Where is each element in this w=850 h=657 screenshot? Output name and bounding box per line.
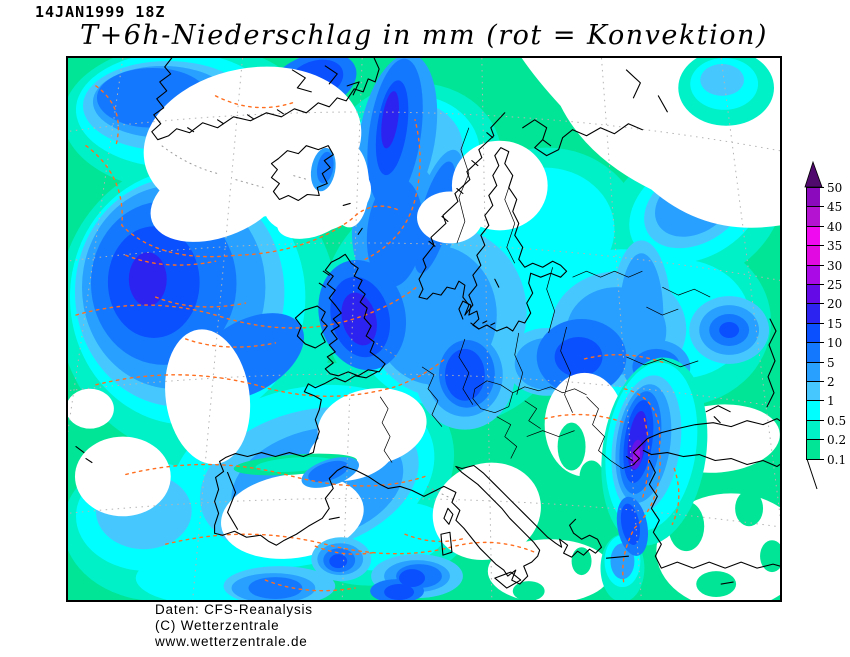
legend-tick [806,342,824,343]
legend-tick-label: 40 [827,219,843,234]
legend-color-segment [806,303,820,324]
legend-tick [806,206,824,207]
legend-tick-label: 0.1 [827,452,847,467]
legend-tick-label: 1 [827,394,835,409]
ice-edge-dashes [161,145,458,502]
legend-tail [806,458,818,489]
legend-tick-label: 45 [827,200,843,215]
legend-color-segment [806,264,820,285]
convection-contours [75,85,680,592]
coast-ireland [294,305,328,349]
legend-tick [806,323,824,324]
legend-color-segment [806,322,820,343]
legend-tick [806,245,824,246]
run-timestamp: 14JAN1999 18Z [35,3,166,21]
legend-color-segment [806,342,820,363]
legend-color-segment [806,187,820,207]
legend-tick-label: 0.2 [827,433,847,448]
legend-color-segment [806,361,820,382]
legend-color-segment [806,419,820,440]
coast-italy [431,465,541,589]
legend-tick [806,439,824,440]
legend-tick [806,381,824,382]
legend-tick-label: 30 [827,258,843,273]
credit-copyright: (C) Wetterzentrale [155,618,280,633]
coast-iceland [270,145,334,202]
coast-britain [318,253,386,377]
europe-precipitation-map [68,58,780,600]
coastlines [75,58,780,589]
coast-kola [522,119,643,157]
legend-tick-label: 10 [827,336,843,351]
coast-greenland [151,58,380,141]
coast-denmark [458,300,496,330]
legend-color-segment [806,400,820,421]
chart-title: T+6h-Niederschlag in mm (rot = Konvektio… [80,20,768,51]
country-borders [379,127,711,469]
legend-tick [806,284,824,285]
legend-tick [806,303,824,304]
coast-caspian [766,318,777,408]
coast-france-iberia [75,371,433,546]
legend-tick [806,265,824,266]
legend-tick-label: 25 [827,278,843,292]
legend-tick-label: 35 [827,239,843,254]
legend-color-segment [806,439,820,460]
coast-black-sea [638,405,780,468]
coast-aegean-turkey [625,446,780,569]
credit-data-source: Daten: CFS-Reanalysis [155,602,313,617]
legend-tick [806,362,824,363]
legend-color-segment [806,284,820,304]
legend-tick [806,187,824,188]
legend-tick-label: 20 [827,297,843,312]
legend-tick-label: 0.5 [827,413,847,428]
legend-tick-label: 2 [827,375,835,389]
legend-color-segment [806,245,820,266]
legend-tick [806,459,824,460]
coast-balkans-greece [455,464,734,585]
legend-tick-label: 50 [827,181,843,195]
credits: Daten: CFS-Reanalysis (C) Wetterzentrale… [155,602,313,650]
coast-arctic-islands [291,65,668,235]
legend-tick [806,226,824,227]
map-frame [66,56,782,602]
coast-norway [418,112,506,316]
legend-color-segment [806,225,820,246]
coast-baltic [464,147,568,332]
legend-tick [806,420,824,421]
legend-tick-label: 5 [827,355,835,370]
credit-website: www.wetterzentrale.de [155,634,308,649]
legend-color-segment [806,381,820,401]
legend-tick [806,400,824,401]
precip-accents [233,58,780,600]
legend-arrow-cap [804,160,823,188]
legend-color-segment [806,206,820,227]
legend-tick-label: 15 [827,316,843,331]
